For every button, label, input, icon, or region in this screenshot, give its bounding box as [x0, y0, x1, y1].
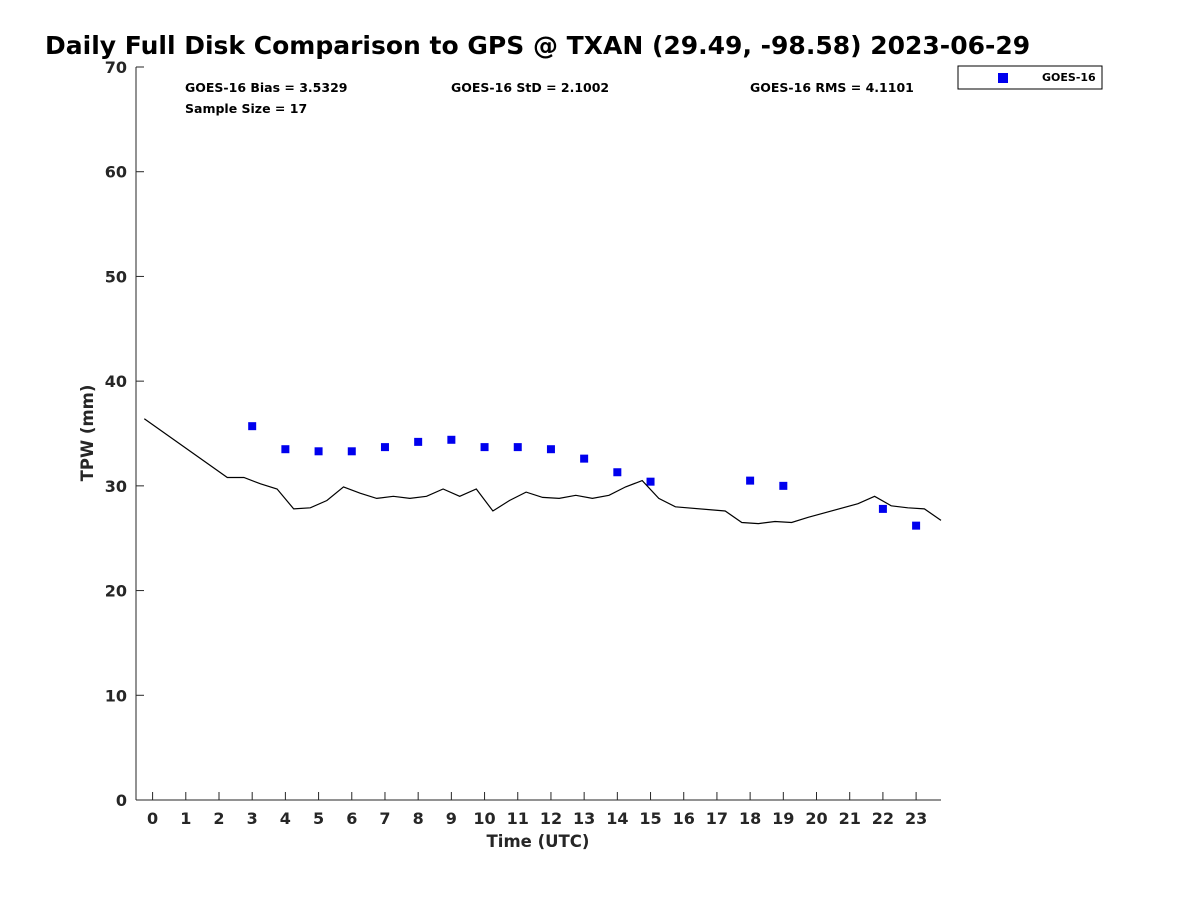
- goes16-point: [447, 435, 456, 444]
- x-tick-label: 16: [673, 809, 695, 828]
- x-tick-label: 2: [213, 809, 224, 828]
- goes16-point: [746, 476, 755, 485]
- x-tick-label: 11: [507, 809, 529, 828]
- y-tick-label: 0: [116, 791, 127, 810]
- x-tick-label: 15: [639, 809, 661, 828]
- goes16-point: [380, 443, 389, 452]
- x-tick-label: 19: [772, 809, 794, 828]
- legend-box: [957, 65, 1103, 90]
- x-tick-label: 10: [473, 809, 495, 828]
- goes16-point: [613, 468, 622, 477]
- x-tick-label: 18: [739, 809, 761, 828]
- goes16-point: [646, 477, 655, 486]
- x-tick-label: 23: [905, 809, 927, 828]
- goes16-point: [347, 447, 356, 456]
- x-tick-label: 7: [379, 809, 390, 828]
- goes16-point: [546, 445, 555, 454]
- goes16-point: [580, 454, 589, 463]
- x-tick-label: 17: [706, 809, 728, 828]
- x-tick-label: 9: [446, 809, 457, 828]
- x-tick-label: 21: [839, 809, 861, 828]
- goes16-point: [912, 521, 921, 530]
- legend-label-goes16: GOES-16: [1042, 71, 1096, 84]
- x-tick-label: 5: [313, 809, 324, 828]
- goes16-point: [281, 445, 290, 454]
- gps-tpw-line: [143, 418, 942, 525]
- series-layer: [143, 418, 942, 530]
- goes16-point: [480, 443, 489, 452]
- y-tick-label: 20: [105, 582, 127, 601]
- y-tick-label: 70: [105, 58, 127, 77]
- y-ticks: 0 10 20 30 40 50 60 70: [105, 58, 144, 810]
- x-tick-label: 4: [280, 809, 291, 828]
- x-ticks: 0 1 2 3 4 5 6 7 8 9 10 11 12 13 14 15 16 17 18 19 20 21 22 23: [147, 792, 927, 828]
- stat-rms: GOES-16 RMS = 4.1101: [750, 80, 914, 95]
- x-tick-label: 20: [805, 809, 827, 828]
- stat-sample-size: Sample Size = 17: [185, 101, 307, 116]
- legend: GOES-16: [957, 65, 1103, 90]
- y-tick-label: 60: [105, 163, 127, 182]
- y-tick-label: 40: [105, 372, 127, 391]
- goes16-point: [314, 447, 323, 456]
- x-tick-label: 3: [247, 809, 258, 828]
- axes: [135, 67, 941, 801]
- stat-bias: GOES-16 Bias = 3.5329: [185, 80, 347, 95]
- goes16-point: [414, 437, 423, 446]
- x-tick-label: 6: [346, 809, 357, 828]
- y-axis-label: TPW (mm): [78, 385, 97, 482]
- x-tick-label: 22: [872, 809, 894, 828]
- x-tick-label: 14: [606, 809, 628, 828]
- legend-marker-goes16: [998, 73, 1008, 83]
- y-tick-label: 30: [105, 477, 127, 496]
- goes16-point: [779, 481, 788, 490]
- x-tick-label: 1: [180, 809, 191, 828]
- stat-std: GOES-16 StD = 2.1002: [451, 80, 609, 95]
- x-tick-label: 13: [573, 809, 595, 828]
- y-tick-label: 50: [105, 267, 127, 286]
- chart-title: Daily Full Disk Comparison to GPS @ TXAN…: [45, 31, 1030, 60]
- y-tick-label: 10: [105, 686, 127, 705]
- x-tick-label: 8: [413, 809, 424, 828]
- goes16-point: [878, 504, 887, 513]
- x-tick-label: 12: [540, 809, 562, 828]
- goes16-point: [248, 422, 257, 431]
- x-axis-label: Time (UTC): [487, 832, 590, 851]
- goes16-point: [513, 443, 522, 452]
- x-tick-label: 0: [147, 809, 158, 828]
